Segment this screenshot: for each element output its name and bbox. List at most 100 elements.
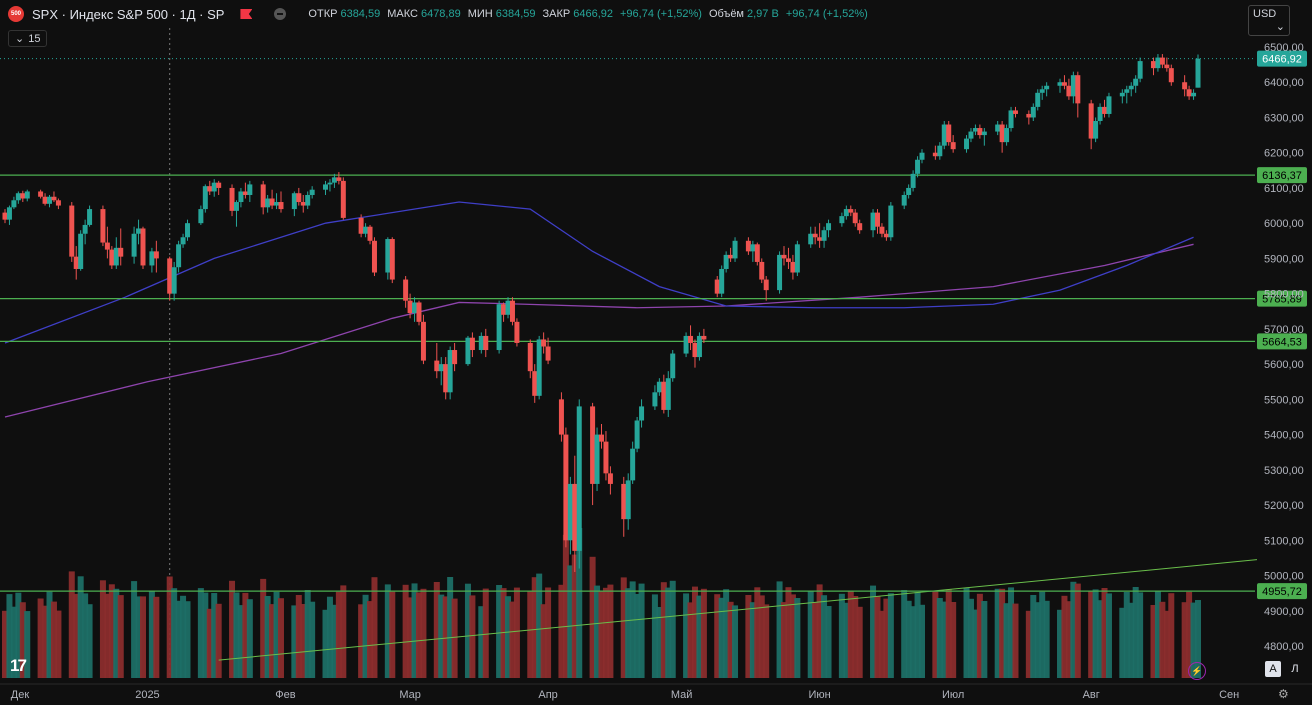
- volume-bar: [37, 598, 44, 678]
- candle-body: [821, 230, 827, 241]
- candle-body: [545, 346, 551, 361]
- y-tick-label: 5300,00: [1264, 465, 1304, 477]
- candle-body: [968, 131, 974, 139]
- candle-body: [964, 138, 970, 150]
- candle-body: [621, 483, 627, 520]
- volume-bar: [852, 596, 859, 678]
- candle-body: [688, 335, 694, 343]
- candle-body: [363, 226, 369, 234]
- gear-icon[interactable]: ⚙: [1278, 687, 1289, 701]
- volume-bar: [291, 605, 298, 678]
- indicators-toggle[interactable]: ⌄ 15: [8, 30, 48, 47]
- volume-bar: [1039, 591, 1046, 678]
- trendline[interactable]: [218, 559, 1258, 661]
- candle-body: [176, 244, 182, 268]
- volume-bar: [634, 594, 641, 678]
- y-tick-label: 6100,00: [1264, 183, 1304, 195]
- volume-bar: [326, 596, 333, 678]
- volume-bar: [229, 580, 236, 678]
- candle-body: [1195, 58, 1201, 88]
- volume-bar: [972, 609, 979, 678]
- volume-bar: [651, 594, 658, 678]
- y-tick-label: 4900,00: [1264, 606, 1304, 618]
- currency-select[interactable]: USD ⌄: [1248, 5, 1290, 36]
- candle-body: [910, 173, 916, 188]
- candle-body: [541, 339, 547, 347]
- volume-bar: [825, 606, 832, 678]
- support-level-label: 6136,37: [1262, 170, 1302, 182]
- candle-body: [607, 473, 613, 484]
- support-level-tag: [1257, 583, 1307, 600]
- y-tick-label: 5700,00: [1264, 324, 1304, 336]
- candle-body: [496, 304, 502, 351]
- ohlc-value: +96,74 (+1,52%): [785, 8, 868, 20]
- volume-bar: [384, 584, 391, 678]
- volume-bar: [362, 594, 369, 678]
- candle-body: [229, 187, 235, 211]
- candle-body: [1061, 82, 1067, 86]
- volume-bar: [175, 600, 182, 678]
- tradingview-logo: 17: [10, 656, 27, 675]
- volume-bar: [687, 602, 694, 678]
- y-tick-label: 6500,00: [1264, 42, 1304, 54]
- volume-bar: [727, 601, 734, 678]
- candle-body: [113, 247, 119, 266]
- volume-bar: [527, 591, 534, 678]
- candle-body: [852, 212, 858, 224]
- volume-bar: [758, 595, 765, 678]
- volume-bar: [264, 596, 271, 678]
- support-level-label: 5664,53: [1262, 336, 1302, 348]
- y-tick-label: 5500,00: [1264, 394, 1304, 406]
- candle-body: [790, 261, 796, 273]
- candle-body: [447, 350, 453, 393]
- candle-body: [1093, 120, 1099, 139]
- candle-body: [745, 240, 751, 252]
- candle-body: [1012, 110, 1018, 114]
- volume-bar: [629, 581, 636, 678]
- auto-scale-button[interactable]: A: [1265, 661, 1281, 677]
- volume-bar: [1034, 602, 1041, 678]
- candle-body: [576, 406, 582, 551]
- ohlc-value: +96,74 (+1,52%): [620, 8, 702, 20]
- volume-bar: [1163, 610, 1170, 678]
- flag-icon[interactable]: [240, 9, 253, 19]
- candle-body: [131, 233, 137, 257]
- chevron-down-icon: ⌄: [1275, 21, 1285, 33]
- volume-bar: [838, 593, 845, 678]
- candle-body: [941, 124, 947, 146]
- y-tick-label: 6400,00: [1264, 77, 1304, 89]
- volume-bar: [77, 576, 84, 678]
- volume-bar: [936, 598, 943, 678]
- candle-body: [100, 209, 106, 243]
- x-tick-label: Фев: [275, 689, 295, 701]
- candle-body: [104, 242, 110, 250]
- volume-bar: [496, 585, 503, 678]
- x-tick-label: Май: [671, 689, 693, 701]
- log-scale-button[interactable]: Л: [1291, 663, 1299, 675]
- candle-body: [888, 205, 894, 238]
- candle-body: [443, 364, 449, 393]
- lightning-icon[interactable]: ⚡: [1188, 662, 1206, 680]
- volume-bar: [763, 604, 770, 678]
- symbol-title[interactable]: SPX · Индекс S&P 500 · 1Д · SP: [32, 6, 225, 22]
- ohlc-value: 2,97 B: [747, 8, 779, 20]
- candle-body: [11, 200, 17, 208]
- minus-icon[interactable]: [274, 8, 287, 20]
- candle-body: [1008, 110, 1014, 129]
- candle-body: [438, 364, 444, 372]
- support-level-tag: [1257, 290, 1307, 307]
- ohlc-key: МИН: [467, 8, 493, 20]
- candle-body: [919, 152, 925, 160]
- volume-bar: [1154, 591, 1161, 678]
- candle-body: [465, 337, 471, 365]
- candle-body: [558, 399, 564, 435]
- volume-bar: [718, 597, 725, 678]
- candle-body: [452, 350, 458, 365]
- volume-bar: [135, 596, 142, 678]
- candle-body: [367, 226, 373, 241]
- candle-body: [211, 182, 217, 192]
- volume-bar: [665, 587, 672, 678]
- volume-bar: [1159, 601, 1166, 678]
